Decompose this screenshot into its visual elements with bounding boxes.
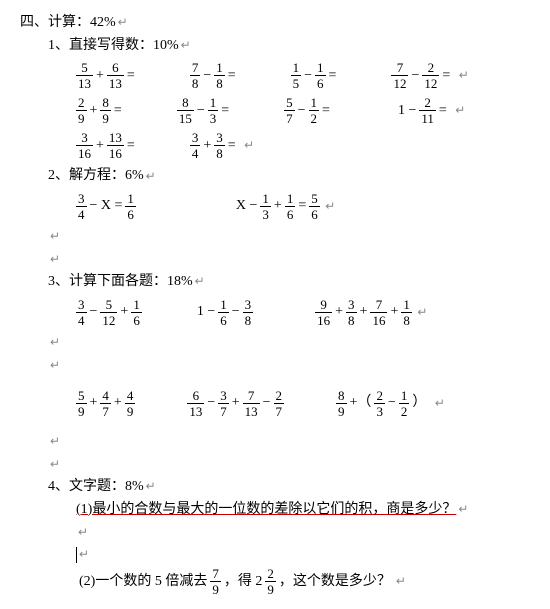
s2-row: 34− X =16 X −13+16=56 ↵ bbox=[76, 192, 530, 221]
blank: ↵ bbox=[48, 454, 530, 474]
s3-row1: 34−512+16 1 −16−38 916+38+716+18 ↵ bbox=[76, 298, 530, 327]
sub4-heading: 4、文字题：8%↵ bbox=[48, 477, 530, 497]
sub3-heading: 3、计算下面各题：18%↵ bbox=[48, 272, 530, 292]
blank: ↵ bbox=[48, 227, 530, 247]
s4-q1: (1)最小的合数与最大的一位数的差除以它们的积，商是多少？↵ bbox=[76, 500, 530, 520]
blank: ↵ bbox=[48, 355, 530, 375]
sub1-heading: 1、直接写得数：10%↵ bbox=[48, 36, 530, 56]
text-cursor bbox=[76, 547, 77, 563]
cursor-line: ↵ bbox=[76, 545, 530, 565]
s4-q2: (2)一个数的 5 倍减去79，得 229，这个数是多少？ ↵ bbox=[76, 567, 530, 596]
section-heading: 四、计算：42%↵ bbox=[20, 13, 530, 33]
s1-row2: 29+89= 815−13= 57−12= 1 −211= ↵ bbox=[76, 96, 530, 125]
sub2-heading: 2、解方程：6%↵ bbox=[48, 166, 530, 186]
para-mark: ↵ bbox=[118, 14, 128, 31]
s3-row2: 59+47+49 613−37+713−27 89+（23−12） ↵ bbox=[76, 389, 530, 418]
blank: ↵ bbox=[48, 333, 530, 353]
blank: ↵ bbox=[48, 249, 530, 269]
s1-row3: 316+1316= 34+38= ↵ bbox=[76, 131, 530, 160]
blank: ↵ bbox=[76, 522, 530, 542]
blank: ↵ bbox=[48, 432, 530, 452]
s1-row1: 513+613= 78−18= 15−16= 712−212= ↵ bbox=[76, 61, 530, 90]
